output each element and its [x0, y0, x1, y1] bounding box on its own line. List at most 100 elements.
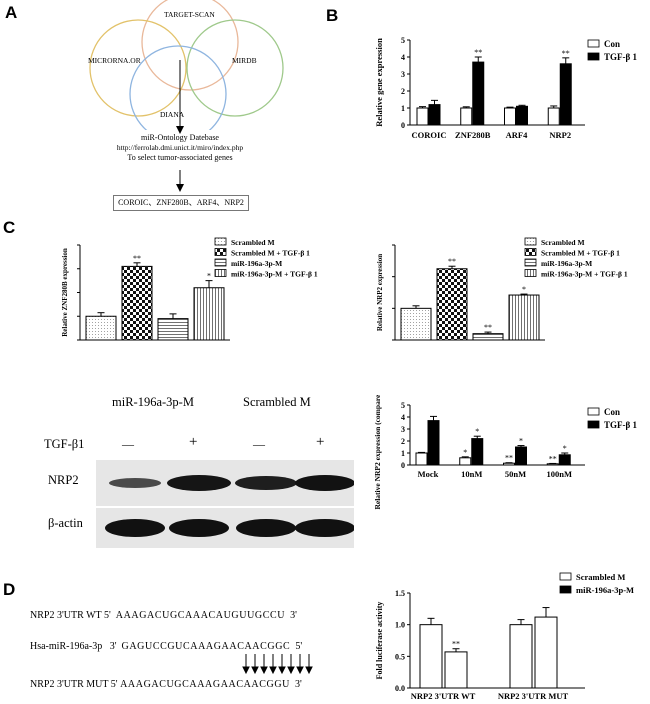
significance-label: *	[563, 444, 567, 453]
y-tick-label: 2	[401, 437, 405, 446]
y-axis-title: Relative ZNF280B expression	[61, 248, 69, 337]
band-actin-lane3	[236, 519, 296, 537]
y-tick-label: 1	[401, 449, 405, 458]
significance-label: **	[474, 48, 482, 57]
bar-tgf	[516, 105, 528, 126]
seq-prime: 3'	[294, 679, 302, 690]
y-tick-label: 3	[401, 425, 405, 434]
bar-tgf	[515, 446, 527, 466]
x-tick-label: ARF4	[506, 130, 528, 140]
venn-circle-mirdb	[186, 19, 284, 117]
y-tick-label: 0.0	[395, 684, 405, 693]
band-actin-lane4	[295, 519, 354, 537]
seq-label: Hsa-miR-196a-3p	[30, 641, 103, 652]
seq-row-mut: NRP2 3'UTR MUT 5' AAAGACUGCAAAGAACAACGGU…	[30, 679, 302, 690]
x-tick-label: 10nM	[461, 469, 482, 479]
blot-sign-4: +	[316, 434, 325, 450]
significance-label: **	[452, 640, 460, 649]
blot-image	[96, 460, 354, 548]
legend-label: miR-196a-3p-M + TGF-β 1	[231, 270, 318, 279]
bar-group-1	[85, 315, 117, 341]
bar-tgf	[472, 61, 485, 126]
legend-label: Scrambled M	[576, 572, 625, 582]
y-axis-title: Relative NRP2 expression (compared to mo…	[373, 395, 382, 510]
legend-label: Scrambled M	[541, 238, 585, 247]
legend-label: TGF-β 1	[604, 420, 637, 430]
venn-circle-diana	[129, 45, 227, 130]
legend-swatch	[524, 269, 537, 277]
significance-label: **	[484, 323, 492, 332]
significance-label: **	[448, 257, 456, 266]
seq-sequence: GAGUCCGUCAAAGAACAACGGC	[121, 641, 291, 652]
bar-scrambled	[509, 624, 533, 689]
panel-label-c: C	[3, 218, 16, 237]
legend-swatch	[587, 420, 600, 429]
blot-sign-2: +	[189, 434, 198, 450]
x-tick-label: NRP2 3'UTR MUT	[498, 691, 569, 701]
legend-swatch	[214, 258, 227, 267]
legend-swatch	[587, 39, 600, 48]
db-url: http://ferrolab.dmi.unict.it/miro/index.…	[116, 143, 244, 152]
bar-tgf	[559, 63, 572, 126]
chart-c1: Relative ZNF280B expression ***Scrambled …	[61, 237, 318, 341]
seq-prime: 5'	[295, 641, 303, 652]
legend-label: Scrambled M + TGF-β 1	[231, 249, 310, 258]
bar-con	[546, 463, 559, 466]
legend-label: Scrambled M + TGF-β 1	[541, 249, 620, 258]
legend-label: Scrambled M	[231, 238, 275, 247]
legend-swatch	[559, 585, 572, 594]
significance-label: *	[519, 437, 523, 446]
y-tick-label: 0	[401, 461, 405, 470]
x-tick-label: NRP2 3'UTR WT	[411, 691, 476, 701]
y-tick-label: 1.0	[395, 621, 405, 630]
seq-sequence: AAAGACUGCAAACAUGUUGCCU	[115, 610, 286, 621]
legend-swatch	[587, 407, 600, 416]
bar-scrambled	[419, 624, 443, 689]
blot-col-label-scrambled: Scrambled M	[243, 395, 311, 409]
significance-label: **	[133, 254, 141, 263]
blot-sign-1: —	[122, 437, 134, 451]
legend-swatch	[214, 248, 227, 256]
x-tick-label: 50nM	[505, 469, 526, 479]
bar-group-2	[121, 265, 153, 341]
venn-label-diana: DIANA	[160, 110, 185, 119]
y-axis-title: Fold luciferase activity	[375, 602, 384, 680]
legend-swatch	[524, 248, 537, 256]
x-tick-label: COROIC	[412, 130, 447, 140]
legend-label: Con	[604, 39, 620, 49]
significance-label: *	[522, 285, 526, 294]
x-tick-label: Mock	[418, 469, 439, 479]
db-note: To select tumor-associated genes	[127, 153, 233, 162]
seq-row-wt: NRP2 3'UTR WT 5' AAAGACUGCAAACAUGUUGCCU …	[30, 610, 297, 621]
bar-con	[416, 107, 429, 126]
band-nrp2-lane4	[295, 475, 354, 491]
significance-label: *	[207, 272, 211, 281]
chart-c3: 0 1 2 3 4 5 Relative NRP2 expression (compared…	[373, 395, 637, 510]
legend-label: miR-196a-3p-M	[541, 259, 592, 268]
y-tick-label: 5	[401, 36, 405, 45]
y-axis-title: Relative gene expression	[374, 38, 384, 127]
candidate-genes-box: COROIC、ZNF280B、ARF4、NRP2	[113, 195, 249, 211]
y-tick-label: 3	[401, 70, 405, 79]
legend-swatch	[214, 237, 227, 246]
bar-group-3	[157, 318, 189, 341]
band-actin-lane2	[169, 519, 229, 537]
y-axis-title: Relative NRP2 expression	[376, 254, 384, 331]
x-tick-label: NRP2	[549, 130, 571, 140]
bar-tgf	[428, 104, 441, 126]
legend-label: miR-196a-3p-M + TGF-β 1	[541, 270, 628, 279]
panel-label-b: B	[326, 6, 339, 25]
bar-con	[503, 462, 515, 466]
seq-prime: 3'	[290, 610, 297, 621]
significance-label: **	[562, 49, 570, 58]
x-tick-label: 100nM	[547, 469, 573, 479]
significance-label: **	[549, 454, 557, 463]
legend-label: TGF-β 1	[604, 52, 637, 62]
blot-row-label-actin: β-actin	[48, 516, 83, 530]
bar-group-4	[508, 294, 540, 341]
bar-group-1	[400, 307, 432, 341]
venn-diagram	[89, 0, 284, 130]
bar-con	[459, 457, 472, 466]
bar-tgf	[471, 438, 484, 466]
legend-label: Con	[604, 407, 620, 417]
